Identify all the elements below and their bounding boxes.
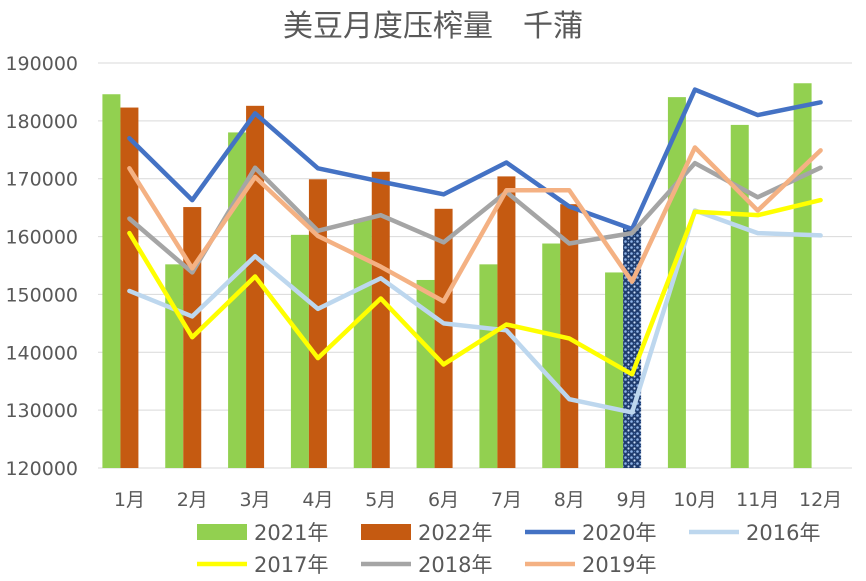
y-tick-label: 130000 bbox=[5, 400, 78, 422]
line-2019年 bbox=[127, 145, 823, 304]
bar-2021年 bbox=[228, 132, 247, 468]
y-tick-label: 160000 bbox=[5, 227, 78, 249]
x-tick-label: 8月 bbox=[554, 489, 585, 511]
chart-title: 美豆月度压榨量 千蒲 bbox=[283, 9, 583, 44]
y-tick-label: 150000 bbox=[5, 284, 78, 306]
bar-2021年 bbox=[605, 272, 624, 468]
bar-2021年 bbox=[416, 279, 435, 468]
bar-2021年 bbox=[479, 264, 498, 468]
bars bbox=[102, 83, 812, 469]
y-tick-label: 140000 bbox=[5, 342, 78, 364]
bar-2021年 bbox=[730, 124, 749, 469]
x-tick-label: 3月 bbox=[240, 489, 271, 511]
x-axis-ticks: 1月 2月 3月 4月 5月 6月 7月 8月 9月 10月 11月 12月 bbox=[114, 489, 842, 511]
bar-2021年 bbox=[290, 234, 309, 468]
x-tick-label: 5月 bbox=[365, 489, 396, 511]
legend-label-2021年: 2021年 bbox=[254, 521, 328, 545]
x-tick-label: 4月 bbox=[302, 489, 333, 511]
bar-2021年 bbox=[102, 94, 121, 468]
bar-2021年 bbox=[542, 243, 561, 468]
x-tick-label: 11月 bbox=[736, 489, 779, 511]
line-2020年 bbox=[127, 87, 823, 232]
bar-2022年 bbox=[120, 107, 139, 469]
bar-2021年 bbox=[793, 83, 812, 468]
x-tick-label: 7月 bbox=[491, 489, 522, 511]
legend-label-2022年: 2022年 bbox=[418, 521, 492, 545]
x-tick-label: 2月 bbox=[177, 489, 208, 511]
bar-2022年 bbox=[623, 226, 642, 468]
legend-label-2016年: 2016年 bbox=[746, 521, 820, 545]
legend-label-2017年: 2017年 bbox=[254, 553, 328, 577]
bar-2022年 bbox=[434, 208, 453, 469]
x-tick-label: 9月 bbox=[617, 489, 648, 511]
legend-label-2020年: 2020年 bbox=[582, 521, 656, 545]
x-tick-label: 12月 bbox=[799, 489, 842, 511]
y-tick-label: 170000 bbox=[5, 169, 78, 191]
y-tick-label: 180000 bbox=[5, 111, 78, 133]
legend: 2021年 2022年 2020年 2016年 2017年 2018年 2019年 bbox=[197, 521, 820, 577]
line-2017年 bbox=[127, 197, 823, 377]
y-tick-label: 120000 bbox=[5, 458, 78, 480]
y-tick-label: 190000 bbox=[5, 53, 78, 75]
legend-label-2019年: 2019年 bbox=[582, 553, 656, 577]
lines bbox=[127, 87, 823, 415]
x-tick-label: 10月 bbox=[673, 489, 716, 511]
y-axis-ticks: 120000 130000 140000 150000 160000 170000 1800… bbox=[5, 53, 78, 480]
line-2018年 bbox=[127, 160, 823, 275]
bar-2022年 bbox=[497, 176, 516, 468]
bar-2022年 bbox=[246, 105, 265, 469]
bar-2022年 bbox=[308, 179, 327, 469]
bar-2021年 bbox=[353, 219, 372, 468]
x-tick-label: 1月 bbox=[114, 489, 145, 511]
legend-label-2018年: 2018年 bbox=[418, 553, 492, 577]
x-tick-label: 6月 bbox=[428, 489, 459, 511]
legend-swatch-2022年 bbox=[361, 524, 411, 540]
legend-swatch-2021年 bbox=[197, 524, 247, 540]
bar-2022年 bbox=[371, 171, 390, 468]
